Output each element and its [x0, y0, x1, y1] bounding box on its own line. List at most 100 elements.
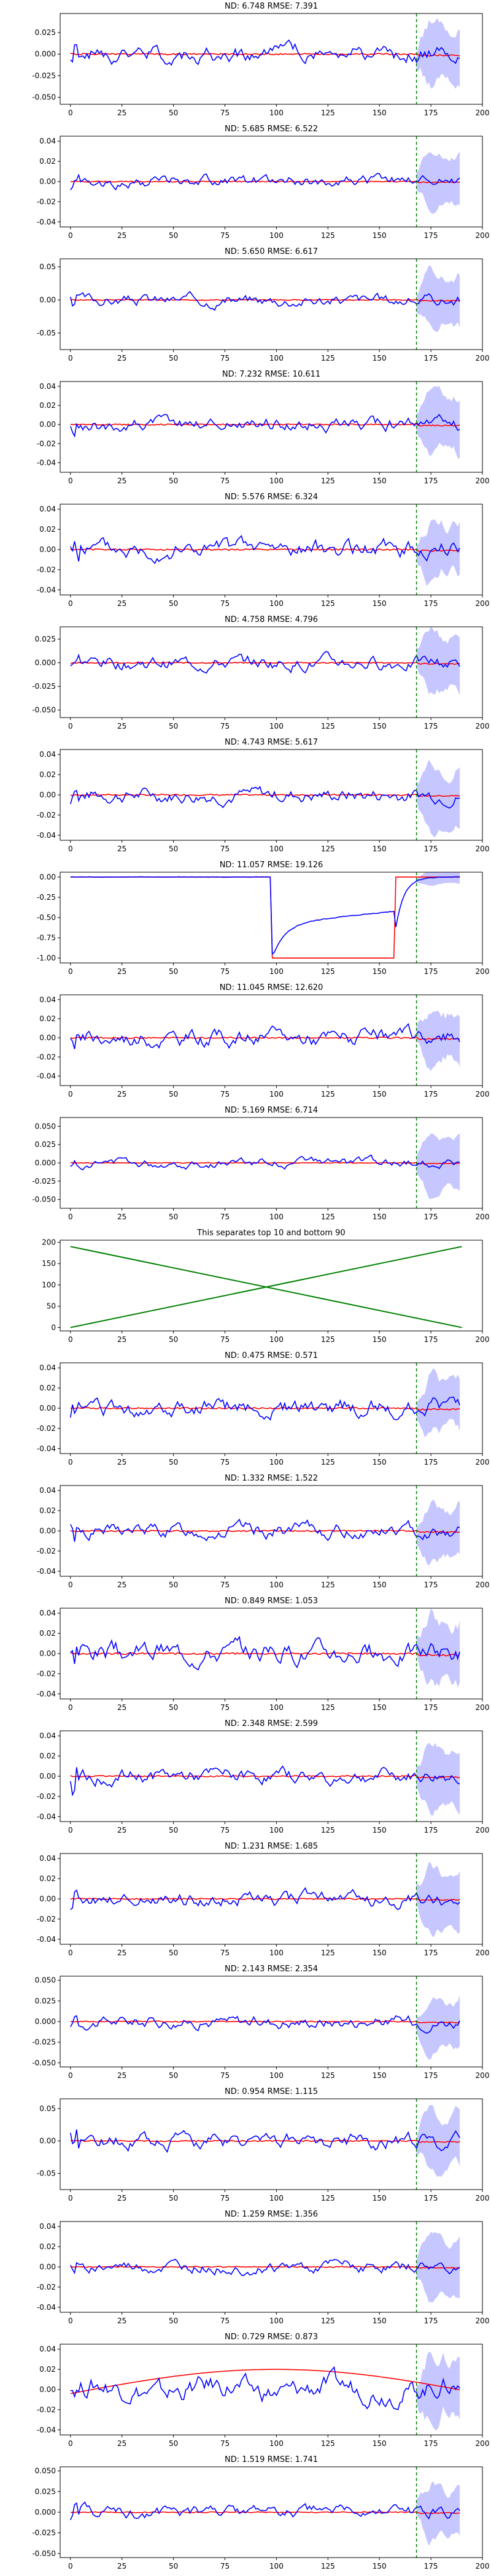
y-tick-label: 0.04	[39, 1363, 56, 1372]
x-tick-label: 125	[321, 845, 335, 853]
x-tick-label: 25	[117, 599, 126, 608]
x-tick-label: 150	[373, 477, 387, 485]
target-line	[70, 2139, 460, 2144]
y-tick-label: -0.050	[32, 93, 56, 102]
x-tick-label: 75	[220, 2562, 230, 2570]
x-tick-label: 25	[117, 2194, 126, 2202]
x-tick-label: 175	[424, 1949, 438, 1957]
x-tick-label: 200	[476, 2317, 490, 2325]
x-tick-label: 150	[373, 722, 387, 730]
chart-title: ND: 4.743 RMSE: 5.617	[225, 738, 318, 747]
x-tick-label: 0	[68, 2317, 73, 2325]
target-line	[70, 2369, 460, 2394]
y-tick-label: 0.05	[39, 263, 56, 271]
x-tick-label: 50	[169, 967, 178, 976]
y-tick-label: -0.02	[37, 2283, 56, 2291]
y-tick-label: 0.00	[39, 177, 56, 186]
y-tick-label: 0.04	[39, 1609, 56, 1617]
y-tick-label: 0.04	[39, 382, 56, 391]
x-tick-label: 25	[117, 354, 126, 362]
chart-panel: ND: 4.743 RMSE: 5.617 0 25 50 75 100 125 150 175…	[37, 738, 490, 853]
y-tick-label: 0.00	[39, 1527, 56, 1535]
x-tick-label: 200	[476, 1581, 490, 1589]
x-tick-label: 0	[68, 477, 73, 485]
chart-panel: ND: 0.849 RMSE: 1.053 0 25 50 75 100 125 150 175…	[37, 1597, 490, 1712]
chart-title: ND: 5.650 RMSE: 6.617	[225, 247, 318, 256]
y-tick-label: -0.02	[37, 439, 56, 448]
y-tick-label: 0.04	[39, 1854, 56, 1863]
y-tick-label: -0.04	[37, 831, 56, 840]
y-tick-label: 0.04	[39, 750, 56, 759]
x-tick-label: 150	[373, 2071, 387, 2080]
x-tick-label: 150	[373, 1703, 387, 1712]
y-tick-label: 0.00	[39, 420, 56, 429]
x-tick-label: 175	[424, 2439, 438, 2448]
uncertainty-band	[416, 1368, 460, 1438]
x-tick-label: 175	[424, 1458, 438, 1466]
x-tick-label: 100	[269, 354, 284, 362]
y-tick-label: 0.02	[39, 1384, 56, 1392]
chart-panel: ND: 5.650 RMSE: 6.617 0 25 50 75 100 125 150 175…	[37, 247, 490, 362]
x-tick-label: 150	[373, 1213, 387, 1221]
target-line	[70, 1406, 460, 1411]
x-tick-label: 125	[321, 722, 335, 730]
forecast-line	[70, 2129, 460, 2153]
forecast-line	[70, 173, 460, 191]
y-tick-label: -0.02	[37, 1547, 56, 1555]
y-tick-label: 0.00	[39, 1772, 56, 1781]
x-tick-label: 0	[68, 2194, 73, 2202]
y-tick-label: 0.000	[35, 2017, 56, 2026]
x-tick-label: 125	[321, 231, 335, 240]
x-tick-label: 100	[269, 2071, 284, 2080]
x-tick-label: 25	[117, 2071, 126, 2080]
y-tick-label: -0.75	[37, 933, 56, 942]
chart-panel: ND: 4.758 RMSE: 4.796 0 25 50 75 100 125 150 175…	[32, 615, 489, 730]
x-tick-label: 50	[169, 1949, 178, 1957]
x-tick-label: 200	[476, 1090, 490, 1098]
x-tick-label: 200	[476, 845, 490, 853]
x-tick-label: 75	[220, 967, 230, 976]
x-tick-label: 150	[373, 599, 387, 608]
chart-title: ND: 1.519 RMSE: 1.741	[225, 2455, 318, 2464]
x-tick-label: 125	[321, 1213, 335, 1221]
uncertainty-band	[416, 265, 460, 332]
x-tick-label: 50	[169, 1826, 178, 1834]
x-tick-label: 75	[220, 1335, 230, 1344]
x-tick-label: 150	[373, 109, 387, 117]
y-tick-label: 0.04	[39, 505, 56, 513]
chart-panel: ND: 11.045 RMSE: 12.620 0 25 50 75 100 125 150 1…	[37, 983, 490, 1098]
x-tick-label: 75	[220, 599, 230, 608]
x-tick-label: 125	[321, 2562, 335, 2570]
x-tick-label: 0	[68, 722, 73, 730]
y-tick-label: 0.00	[39, 1649, 56, 1658]
y-tick-label: -0.02	[37, 1052, 56, 1061]
y-tick-label: 200	[42, 1238, 56, 1246]
x-tick-label: 0	[68, 1581, 73, 1589]
x-tick-label: 0	[68, 1703, 73, 1712]
x-tick-label: 25	[117, 2317, 126, 2325]
y-tick-label: 0.00	[39, 1895, 56, 1903]
y-tick-label: 0.02	[39, 1014, 56, 1023]
y-tick-label: -0.04	[37, 1935, 56, 1944]
target-line	[70, 548, 460, 552]
x-tick-label: 75	[220, 1213, 230, 1221]
chart-title: ND: 11.057 RMSE: 19.126	[220, 861, 323, 870]
x-tick-label: 175	[424, 2071, 438, 2080]
uncertainty-band	[416, 2104, 460, 2177]
x-tick-label: 75	[220, 1949, 230, 1957]
x-tick-label: 175	[424, 109, 438, 117]
y-tick-label: 0.02	[39, 1506, 56, 1515]
x-tick-label: 25	[117, 845, 126, 853]
x-tick-label: 50	[169, 599, 178, 608]
x-tick-label: 100	[269, 1335, 284, 1344]
x-tick-label: 100	[269, 1090, 284, 1098]
x-tick-label: 125	[321, 599, 335, 608]
uncertainty-band	[416, 1995, 460, 2060]
y-tick-label: 0.025	[35, 1996, 56, 2005]
y-tick-label: -0.50	[37, 913, 56, 922]
x-tick-label: 200	[476, 599, 490, 608]
axes-frame	[60, 381, 483, 473]
target-line	[70, 1162, 460, 1165]
y-tick-label: 0.00	[39, 873, 56, 881]
x-tick-label: 25	[117, 1090, 126, 1098]
